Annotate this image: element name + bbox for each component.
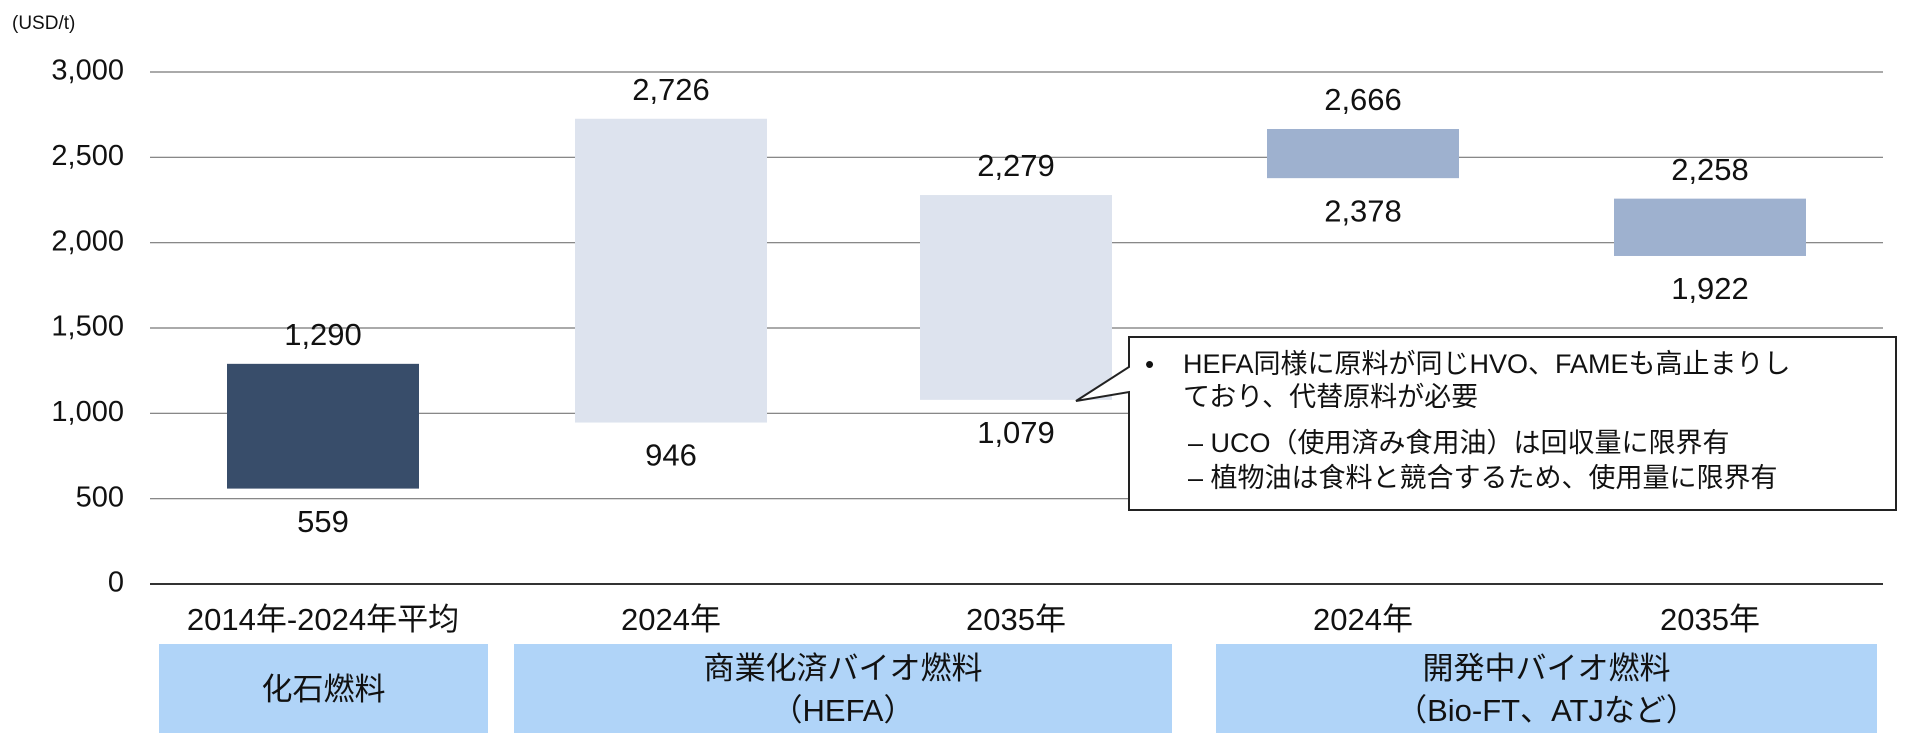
- y-tick-label: 2,500: [51, 140, 124, 172]
- annotation-text: HEFA同様に原料が同じHVO、FAMEも高止まりし: [1183, 349, 1791, 379]
- group-box: [1216, 644, 1877, 733]
- value-label: 1,922: [1671, 271, 1749, 306]
- y-tick-label: 3,000: [51, 55, 124, 87]
- group-label: 商業化済バイオ燃料: [704, 651, 983, 686]
- range-bar: [1614, 198, 1806, 256]
- x-tick-label: 2024年: [1313, 602, 1413, 637]
- value-label: 2,279: [977, 148, 1055, 183]
- x-tick-label: 2035年: [966, 602, 1066, 637]
- group-box: [514, 644, 1172, 733]
- y-tick-label: 0: [108, 567, 124, 599]
- group-label: 化石燃料: [262, 672, 386, 707]
- annotation-callout: [1075, 336, 1897, 511]
- annotation-sub-item: – 植物油は食料と競合するため、使用量に限界有: [1188, 463, 1778, 493]
- y-tick-label: 1,500: [51, 311, 124, 343]
- range-bar: [227, 363, 419, 489]
- group-label: （Bio-FT、ATJなど）: [1396, 693, 1697, 728]
- value-label: 1,079: [977, 415, 1055, 450]
- annotation-sub-item: – UCO（使用済み食用油）は回収量に限界有: [1188, 428, 1730, 458]
- value-label: 2,666: [1324, 82, 1402, 117]
- group-label: 開発中バイオ燃料: [1423, 651, 1671, 686]
- x-tick-label: 2035年: [1660, 602, 1760, 637]
- value-label: 946: [645, 438, 697, 473]
- y-tick-label: 1,000: [51, 396, 124, 428]
- x-tick-label: 2014年-2024年平均: [187, 602, 459, 637]
- y-tick-label: 500: [76, 481, 124, 513]
- range-bar: [920, 195, 1112, 400]
- y-tick-label: 2,000: [51, 225, 124, 257]
- annotation-bullet: •: [1145, 349, 1154, 379]
- range-bar: [1267, 129, 1459, 179]
- x-tick-label: 2024年: [621, 602, 721, 637]
- annotation-text: ており、代替原料が必要: [1183, 382, 1478, 412]
- value-label: 2,258: [1671, 152, 1749, 187]
- group-label: （HEFA）: [772, 693, 915, 728]
- value-label: 2,378: [1324, 193, 1402, 228]
- value-label: 1,290: [284, 317, 362, 352]
- range-bar: [575, 118, 767, 423]
- group-box: [159, 644, 488, 733]
- unit-label: (USD/t): [12, 13, 75, 34]
- value-label: 559: [297, 504, 349, 539]
- value-label: 2,726: [632, 72, 710, 107]
